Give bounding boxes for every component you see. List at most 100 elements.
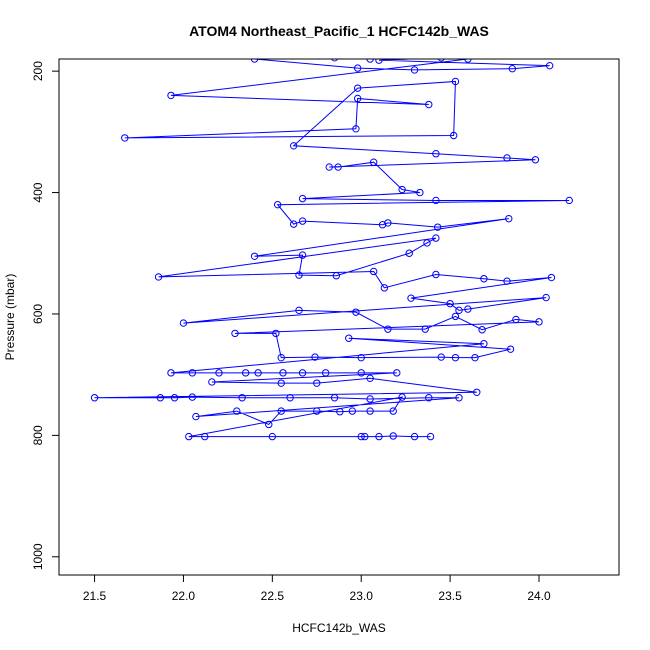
data-point: [423, 239, 431, 247]
data-point: [512, 315, 520, 324]
data-point: [286, 394, 294, 402]
data-point: [298, 194, 307, 203]
data-point: [378, 221, 387, 229]
data-point: [201, 432, 209, 441]
x-tick-label: 23.0: [350, 589, 374, 603]
data-point: [426, 432, 435, 441]
data-point: [170, 394, 179, 402]
data-point: [547, 273, 556, 282]
data-point: [241, 369, 250, 377]
y-tick-label: 600: [31, 304, 45, 324]
data-point: [508, 65, 517, 73]
data-point: [277, 379, 285, 387]
y-tick-label: 800: [31, 425, 45, 445]
data-point: [449, 131, 458, 140]
series-line: [94, 59, 570, 438]
data-point: [455, 394, 463, 402]
data-point: [188, 369, 197, 377]
data-point: [331, 59, 339, 62]
data-point: [480, 340, 488, 348]
data-point: [325, 163, 333, 171]
data-point: [398, 393, 406, 401]
data-point: [352, 125, 360, 133]
data-point: [272, 329, 280, 338]
data-point: [298, 369, 307, 377]
data-point: [432, 196, 440, 205]
data-point: [451, 77, 460, 86]
data-point: [545, 61, 554, 70]
data-point: [384, 325, 392, 333]
data-point: [250, 59, 259, 63]
data-point: [357, 369, 365, 377]
data-point: [393, 369, 401, 377]
data-point: [215, 369, 223, 377]
data-point: [437, 59, 445, 62]
data-point: [455, 306, 463, 315]
data-point: [361, 432, 369, 441]
data-point: [277, 353, 285, 362]
data-point: [464, 305, 472, 313]
data-point: [167, 91, 175, 100]
data-point: [313, 379, 321, 387]
data-point: [352, 308, 360, 316]
data-point: [353, 94, 362, 103]
data-point: [357, 432, 365, 441]
data-point: [421, 325, 429, 333]
x-tick-label: 22.0: [172, 589, 196, 603]
data-point: [433, 223, 442, 231]
data-point: [389, 432, 397, 440]
data-point: [231, 329, 239, 338]
data-point: [185, 432, 193, 441]
data-point: [473, 388, 481, 396]
data-point: [167, 369, 175, 377]
data-point: [295, 271, 303, 279]
data-point: [410, 432, 419, 441]
data-point: [480, 275, 488, 283]
data-point: [298, 251, 307, 259]
data-point: [505, 214, 513, 223]
data-point: [407, 294, 415, 302]
data-point: [321, 369, 330, 377]
data-point: [277, 407, 285, 415]
data-point: [503, 154, 511, 162]
x-tick-label: 22.5: [261, 589, 285, 603]
x-tick-label: 23.5: [438, 589, 462, 603]
x-axis-label: HCFC142b_WAS: [292, 621, 386, 635]
data-point: [366, 395, 374, 403]
chart-title: ATOM4 Northeast_Pacific_1 HCFC142b_WAS: [189, 23, 489, 39]
data-point: [268, 432, 277, 441]
data-point: [446, 299, 454, 308]
data-point: [380, 284, 389, 292]
data-point: [425, 100, 433, 109]
data-point: [464, 59, 472, 63]
data-point: [265, 420, 273, 429]
data-point: [398, 185, 406, 194]
data-point: [279, 369, 287, 377]
data-point: [416, 188, 424, 197]
y-axis-label: Pressure (mbar): [3, 274, 17, 361]
data-point: [336, 408, 344, 416]
data-point: [437, 353, 445, 361]
data-point: [425, 394, 433, 402]
data-point: [192, 412, 200, 421]
data-point: [298, 217, 307, 225]
data-point: [273, 200, 282, 209]
data-point: [565, 196, 573, 205]
data-point: [254, 369, 262, 377]
y-tick-label: 400: [31, 182, 45, 202]
y-axis: 200 400 600 800 1000: [31, 61, 60, 570]
data-point: [121, 134, 129, 142]
data-point: [432, 234, 440, 242]
x-axis: 21.5 22.0 22.5 23.0 23.5 24.0: [83, 574, 551, 603]
x-tick-label: 24.0: [527, 589, 551, 603]
data-point: [250, 252, 259, 260]
data-point: [289, 142, 298, 150]
data-point: [369, 158, 378, 166]
x-tick-label: 21.5: [83, 589, 107, 603]
data-point: [332, 272, 341, 280]
data-point: [451, 353, 460, 362]
data-point: [369, 267, 378, 276]
data-point: [330, 394, 339, 402]
data-point: [345, 334, 353, 342]
